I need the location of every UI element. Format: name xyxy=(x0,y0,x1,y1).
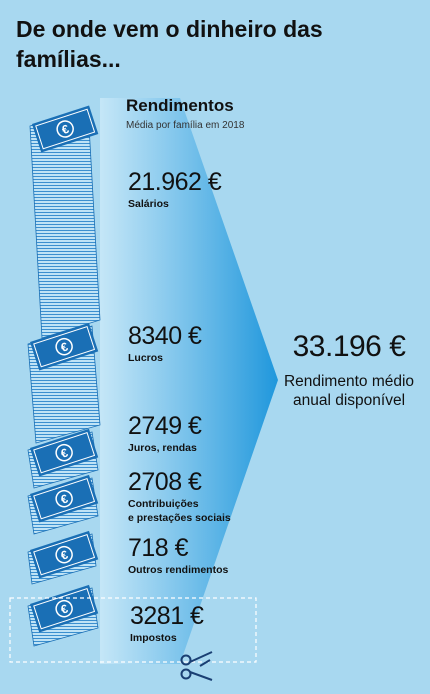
euro-banknote-icon: € xyxy=(30,584,99,633)
income-item-outros: 718 € Outros rendimentos xyxy=(128,534,228,577)
svg-text:€: € xyxy=(59,339,70,354)
income-label: Impostos xyxy=(130,632,177,644)
income-amount: 2708 € xyxy=(128,468,202,496)
income-item-juros: 2749 € Juros, rendas xyxy=(128,412,202,455)
income-label: Contribuições e prestações sociais xyxy=(128,498,231,524)
euro-banknote-icon: € xyxy=(30,530,99,579)
section-subtitle: Média por família em 2018 xyxy=(126,120,245,131)
section-title: Rendimentos xyxy=(126,96,234,115)
income-amount: 718 € xyxy=(128,534,189,562)
svg-text:€: € xyxy=(60,122,71,137)
tax-deduction-box xyxy=(9,597,257,663)
svg-text:€: € xyxy=(59,445,70,460)
headline: De onde vem o dinheiro das famílias... xyxy=(16,16,323,72)
euro-banknote-icon: € xyxy=(30,428,99,477)
svg-text:€: € xyxy=(59,601,70,616)
income-amount: 2749 € xyxy=(128,412,202,440)
svg-text:€: € xyxy=(59,491,70,506)
total-amount: 33.196 € xyxy=(292,330,406,363)
income-item-contribuicoes: 2708 € Contribuições e prestações sociai… xyxy=(128,468,231,525)
income-amount: 3281 € xyxy=(130,602,204,630)
income-amount: 21.962 € xyxy=(128,168,222,196)
svg-text:€: € xyxy=(59,547,70,562)
income-label: Juros, rendas xyxy=(128,442,197,454)
income-funnel xyxy=(100,98,278,664)
euro-banknote-icon: € xyxy=(32,105,99,153)
income-label: Salários xyxy=(128,198,169,210)
income-item-lucros: 8340 € Lucros xyxy=(128,322,202,365)
total-label: Rendimento médio anual disponível xyxy=(283,373,415,409)
scissors-icon xyxy=(180,651,213,681)
euro-banknote-icon: € xyxy=(30,322,99,371)
income-label: Outros rendimentos xyxy=(128,564,229,576)
income-amount: 8340 € xyxy=(128,322,202,350)
income-label: Lucros xyxy=(128,352,164,364)
income-item-salarios: 21.962 € Salários xyxy=(128,168,222,211)
income-item-impostos: 3281 € Impostos xyxy=(130,602,204,645)
euro-banknote-icon: € xyxy=(30,474,99,523)
